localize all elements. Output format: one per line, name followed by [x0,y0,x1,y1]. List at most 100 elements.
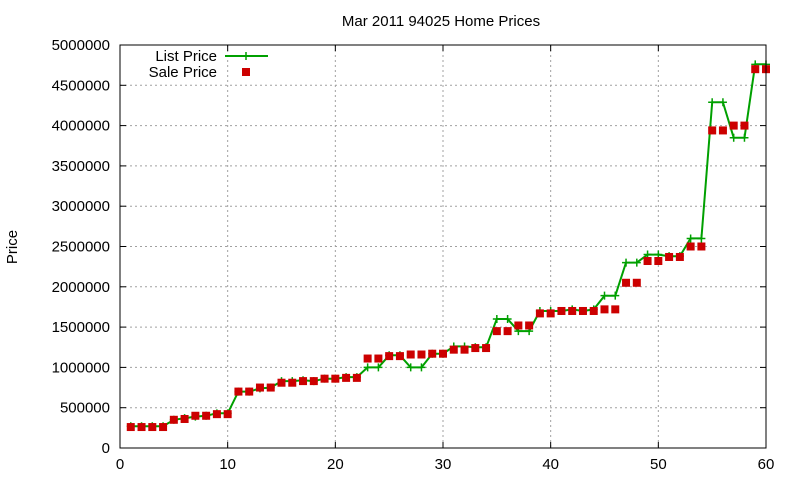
sale-price-point [417,350,426,359]
x-tick-label: 10 [219,456,236,473]
sale-price-point [449,345,458,354]
chart-title: Mar 2011 94025 Home Prices [342,13,540,30]
y-tick-label: 0 [102,440,110,457]
sale-price-point [740,121,749,130]
plot-frame [119,44,767,449]
sale-price-point [255,383,264,392]
list-price-point [374,363,383,372]
sale-price-point [202,411,211,420]
y-tick-label: 1000000 [52,359,110,376]
sale-price-point [643,257,652,266]
sale-price-point [352,373,361,382]
legend-label-list-price: List Price [155,48,217,65]
sale-price-point [482,344,491,353]
y-tick-label: 3000000 [52,198,110,215]
sale-price-point [751,65,760,74]
sale-price-point [460,345,469,354]
list-price-point [406,363,415,372]
legend-marker-list-price [242,52,250,60]
sale-price-point [342,373,351,382]
sale-price-point [578,306,587,315]
legend-marker-sale-price [242,68,250,76]
sale-price-point [299,377,308,386]
x-tick-label: 0 [116,456,124,473]
sale-price-point [180,414,189,423]
sale-price-point [223,410,232,419]
sale-price-point [148,423,157,432]
sale-price-point [288,378,297,387]
sale-price-point [374,354,383,363]
sale-price-point [245,387,254,396]
sale-price-point [708,126,717,135]
list-price-point [740,133,749,142]
sale-price-point [622,278,631,287]
data-series [126,60,770,432]
sale-price-point [439,349,447,358]
x-tick-label: 60 [758,456,775,473]
sale-price-point [234,387,243,396]
sale-price-point [266,383,275,392]
grid-lines [120,45,766,448]
list-price-point [708,98,717,107]
x-tick-label: 50 [650,456,667,473]
y-tick-label: 3500000 [52,158,110,175]
list-price-point [417,363,426,372]
sale-price-point [428,349,437,358]
sale-price-point [718,126,727,135]
sale-price-point [514,321,523,330]
x-tick-label: 30 [435,456,452,473]
sale-price-point [665,252,674,261]
sale-price-point [406,350,415,359]
sale-price-point [385,352,394,361]
y-axis-ticks: 0 500000 1000000 1500000 2000000 2500000 30000… [52,37,766,457]
sale-price-point [632,278,641,287]
sale-price-point [589,306,598,315]
sale-price-point [331,374,340,383]
list-price-point [503,315,512,324]
sale-price-point [503,327,512,336]
sale-price-point [568,306,577,315]
sale-price-point [697,242,706,251]
sale-price-point [729,121,738,130]
sale-price-point [471,344,480,353]
sale-price-point [535,309,544,318]
sale-price-point [395,352,404,361]
series-line-list-price [130,63,766,428]
sale-price-point [309,377,318,386]
x-tick-label: 20 [327,456,344,473]
list-price-point [697,234,706,243]
sale-price-point [169,415,178,424]
sale-price-point [191,411,200,420]
sale-price-point [675,252,684,261]
list-price-point [632,258,641,267]
sale-price-point [525,321,534,330]
sale-price-point [546,309,555,318]
y-tick-label: 4000000 [52,118,110,135]
sale-price-point [686,242,695,251]
y-axis-label: Price [4,230,21,264]
sale-price-point [600,305,609,314]
legend-label-sale-price: Sale Price [149,64,217,81]
sale-price-point [611,305,620,314]
legend: List Price Sale Price [149,48,268,81]
sale-price-point [320,374,329,383]
sale-price-point [363,354,372,363]
sale-price-point [277,378,286,387]
sale-price-point [654,257,663,266]
sale-price-point [126,423,135,432]
y-tick-label: 2500000 [52,239,110,256]
list-price-point [492,315,501,324]
sale-price-point [159,423,168,432]
list-price-point [686,234,695,243]
list-price-point [363,363,372,372]
sale-price-point [557,306,566,315]
x-axis-ticks: 0 10 20 30 40 50 60 [116,45,775,473]
list-price-point [622,258,631,267]
list-price-point [729,133,738,142]
y-tick-label: 2000000 [52,279,110,296]
list-price-point [611,291,620,300]
y-tick-label: 4500000 [52,77,110,94]
sale-price-point [492,327,501,336]
sale-price-point [212,410,221,419]
